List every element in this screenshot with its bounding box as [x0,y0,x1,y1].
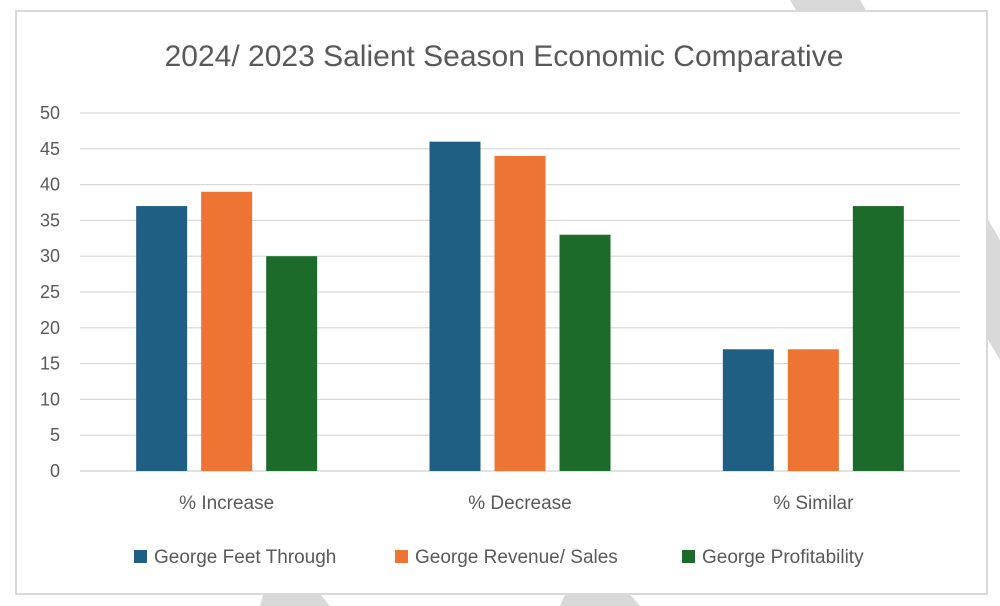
chart-title: 2024/ 2023 Salient Season Economic Compa… [165,40,844,73]
y-tick-label: 20 [40,318,60,338]
bar [852,206,904,471]
y-tick-label: 35 [40,210,60,230]
y-tick-label: 10 [40,389,60,409]
bar [787,349,839,471]
legend-label: George Profitability [702,547,864,568]
chart-svg: 2024/ 2023 Salient Season Economic Compa… [40,40,960,568]
legend-label: George Revenue/ Sales [415,547,618,568]
legend-label: George Feet Through [154,547,336,568]
bar [559,234,611,471]
y-tick-label: 30 [40,246,60,266]
y-tick-label: 15 [40,354,60,374]
bar [429,141,481,471]
x-category-label: % Increase [179,493,274,514]
y-tick-label: 25 [40,282,60,302]
chart-area: 2024/ 2023 Salient Season Economic Compa… [15,10,988,595]
legend-swatch [682,550,695,563]
bar [266,256,318,471]
y-tick-label: 5 [50,425,60,445]
bar [722,349,774,471]
y-tick-label: 0 [50,461,60,481]
y-tick-label: 50 [40,103,60,123]
bar [494,155,546,471]
y-tick-label: 45 [40,139,60,159]
legend: George Feet Through George Revenue/ Sales… [134,547,864,568]
x-category-label: % Similar [773,493,854,514]
legend-swatch [395,550,408,563]
legend-swatch [134,550,147,563]
y-axis-tick-labels: 0 5 10 15 20 25 30 35 40 45 50 [40,103,60,481]
bars [136,141,904,471]
bar [136,206,188,471]
y-tick-label: 40 [40,175,60,195]
x-axis-category-labels: % Increase % Decrease % Similar [179,493,854,514]
bar [201,191,253,471]
x-category-label: % Decrease [468,493,572,514]
